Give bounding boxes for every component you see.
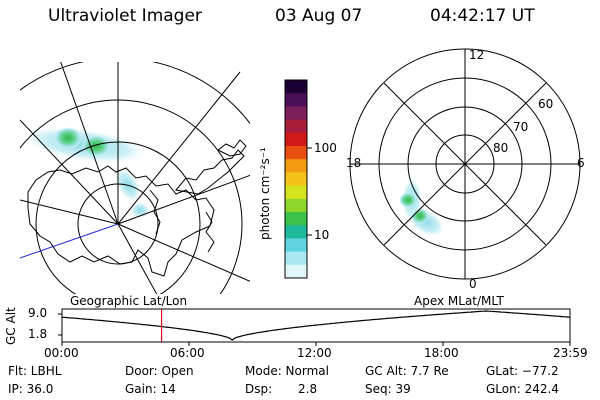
colorbar: [285, 80, 307, 279]
time-tick-0000: 00:00: [44, 346, 79, 360]
time-tick-0600: 06:00: [170, 346, 205, 360]
colorbar-tick-10: 10: [314, 228, 330, 242]
time-tick-2359: 23:59: [553, 346, 588, 360]
colorbar-stripe: [285, 93, 307, 107]
time-label: 04:42:17 UT: [430, 6, 535, 26]
dsp-label: Dsp:: [245, 382, 273, 396]
mlt-label-18: 18: [346, 156, 362, 170]
colorbar-stripe: [285, 225, 307, 239]
filter-info: Flt: LBHL: [8, 364, 62, 378]
altitude-plot: [58, 308, 571, 346]
mlat-label-70: 70: [513, 120, 529, 134]
time-tick-1200: 12:00: [297, 346, 332, 360]
colorbar-stripe: [285, 264, 307, 279]
colorbar-stripe: [285, 80, 307, 94]
mlat-label-80: 80: [493, 141, 509, 155]
door-info: Door: Open: [125, 364, 194, 378]
colorbar-stripe: [285, 119, 307, 134]
altitude-curve: [61, 310, 571, 341]
colorbar-stripe: [285, 106, 307, 121]
geographic-label: Geographic Lat/Lon: [70, 294, 188, 308]
mlt-label-6: 6: [577, 156, 585, 170]
gc-alt-info: GC Alt: 7.7 Re: [365, 364, 449, 378]
glon-info: GLon: 242.4: [486, 382, 559, 396]
colorbar-unit-label: photon cm⁻²s⁻¹: [258, 147, 272, 240]
colorbar-tick-100: 100: [314, 141, 337, 155]
altitude-tick-9: 9.0: [28, 306, 48, 320]
mode-info: Mode: Normal: [245, 364, 329, 378]
seq-info: Seq: 39: [365, 382, 411, 396]
aurora-hotspot-2: [81, 135, 111, 157]
glat-info: GLat: −77.2: [486, 364, 559, 378]
geographic-map: [20, 62, 250, 294]
gain-info: Gain: 14: [125, 382, 176, 396]
colorbar-stripe: [285, 238, 307, 253]
colorbar-stripe: [285, 185, 307, 200]
instrument-title: Ultraviolet Imager: [48, 6, 202, 26]
continent-outline: [27, 165, 215, 277]
colorbar-stripe: [285, 159, 307, 173]
mlt-label-12: 12: [469, 48, 485, 62]
mlat-mlt-plot: [349, 48, 581, 280]
dsp-value: 2.8: [298, 382, 318, 396]
ip-info: IP: 36.0: [8, 382, 54, 396]
aurora-hotspot-1: [54, 127, 82, 149]
colorbar-frame: [284, 79, 308, 279]
apex-label: Apex MLat/MLT: [414, 294, 504, 308]
colorbar-stripe: [285, 251, 307, 266]
colorbar-stripe: [285, 212, 307, 226]
peninsula-outline: [175, 149, 245, 195]
colorbar-stripe: [285, 172, 307, 187]
colorbar-stripe: [285, 198, 307, 213]
mlt-aurora-hotspot-2: [411, 208, 429, 224]
colorbar-stripe: [285, 132, 307, 147]
time-tick-1800: 18:00: [424, 346, 459, 360]
date-label: 03 Aug 07: [275, 6, 363, 26]
mlat-label-60: 60: [538, 97, 554, 111]
colorbar-stripe: [285, 146, 307, 160]
mlt-aurora-hotspot-1: [399, 192, 417, 208]
mlt-label-0: 0: [469, 277, 477, 291]
altitude-tick-1.8: 1.8: [28, 327, 48, 341]
altitude-axis-label: GC Alt: [4, 307, 18, 345]
